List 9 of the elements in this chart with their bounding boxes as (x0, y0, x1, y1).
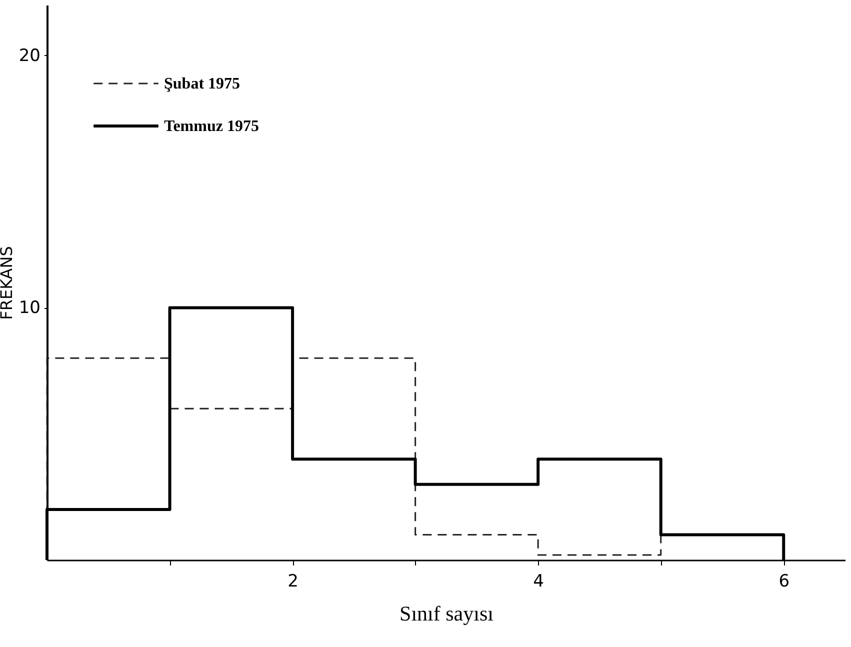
x-tick-label: 4 (533, 572, 544, 592)
x-tick-label: 6 (778, 572, 790, 592)
x-axis-title: Sınıf sayısı (400, 602, 494, 626)
y-tick-label: 20 (18, 46, 40, 66)
legend-label: Şubat 1975 (164, 76, 240, 92)
x-tick-label: 2 (288, 572, 298, 592)
y-tick-label: 10 (18, 298, 40, 318)
legend-label: Temmuz 1975 (164, 118, 259, 135)
y-axis-title: FREKANS (0, 246, 16, 320)
